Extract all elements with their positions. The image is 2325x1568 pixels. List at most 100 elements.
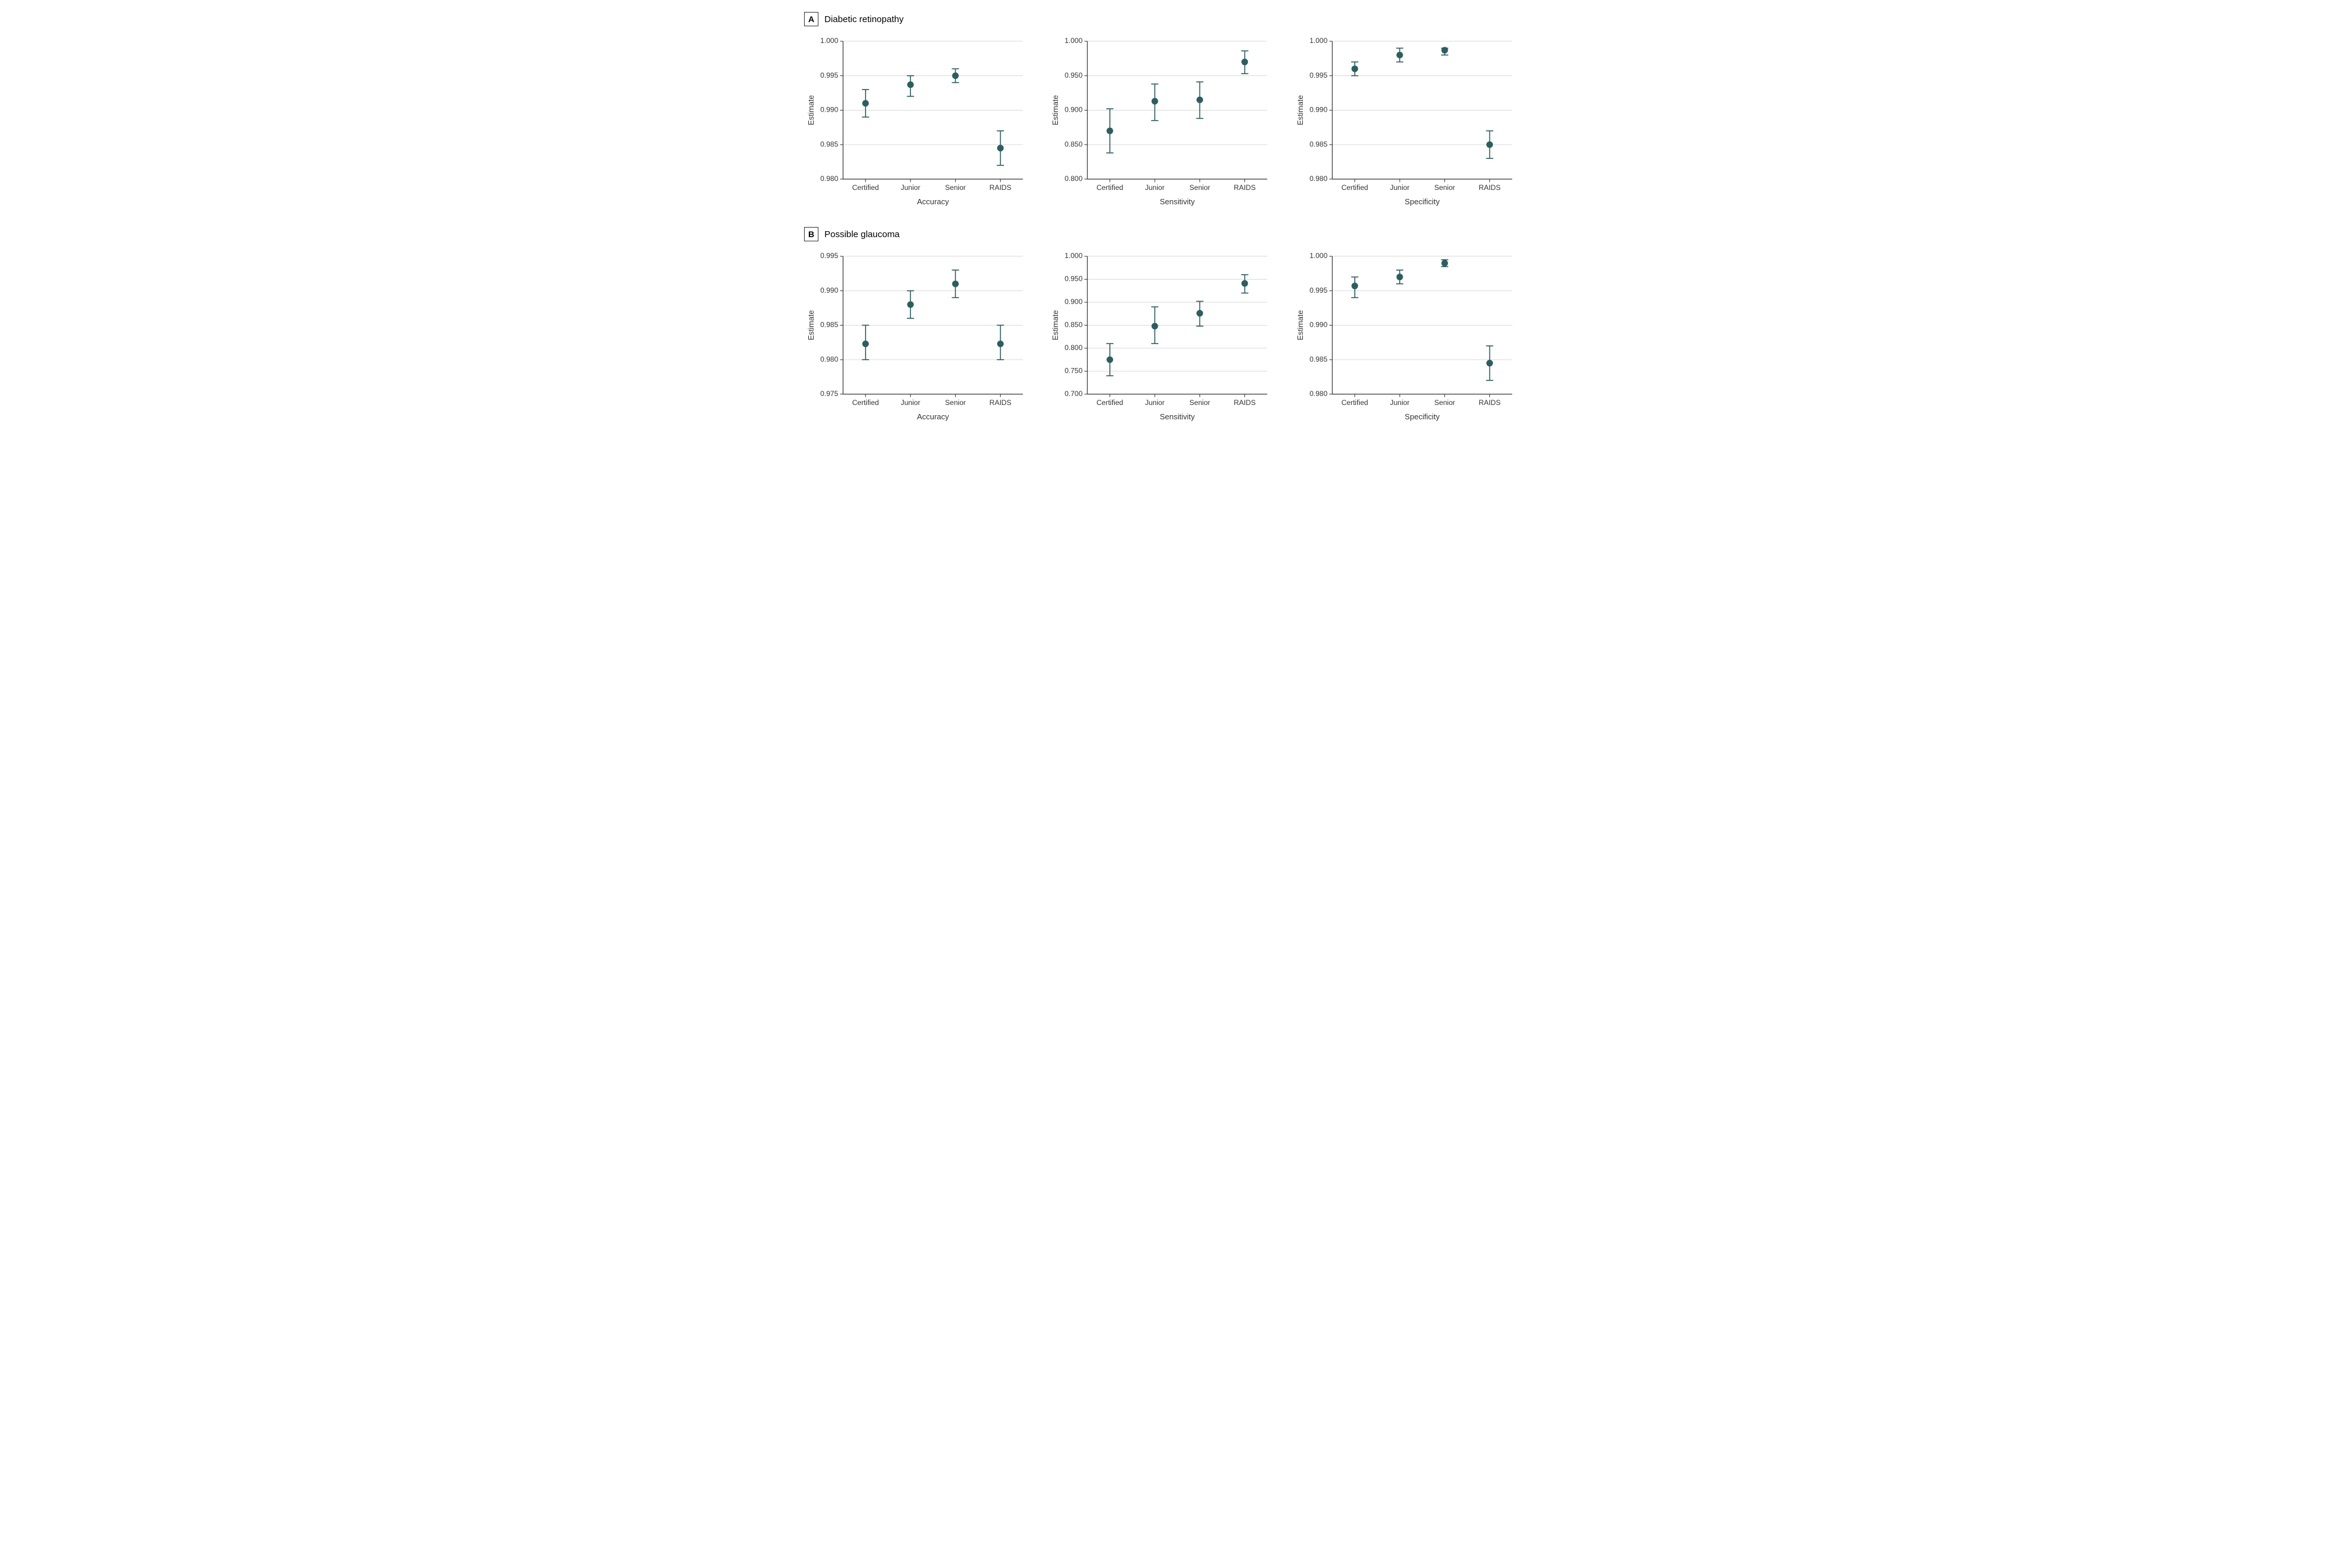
- x-tick-label: RAIDS: [989, 398, 1011, 407]
- data-marker: [1107, 128, 1114, 134]
- panel-header: A Diabetic retinopathy: [804, 12, 1521, 26]
- y-tick-label: 0.900: [1065, 106, 1082, 114]
- x-axis-label: Sensitivity: [1160, 412, 1195, 421]
- y-tick-label: 1.000: [1309, 251, 1327, 260]
- data-marker: [997, 145, 1004, 151]
- data-marker: [1351, 66, 1358, 72]
- data-marker: [1241, 59, 1248, 65]
- data-marker: [862, 100, 869, 106]
- data-marker: [1486, 142, 1493, 148]
- data-marker: [862, 340, 869, 347]
- panel-title: Diabetic retinopathy: [824, 14, 904, 24]
- y-tick-label: 0.985: [1309, 140, 1327, 148]
- y-tick-label: 0.700: [1065, 389, 1082, 398]
- x-tick-label: Senior: [945, 398, 966, 407]
- y-tick-label: 0.990: [1309, 321, 1327, 329]
- data-marker: [997, 340, 1004, 347]
- x-tick-label: Senior: [1434, 398, 1455, 407]
- x-tick-label: Junior: [1390, 398, 1409, 407]
- panel-row: A Diabetic retinopathy 0.980 0.985 0.990 0.99…: [804, 12, 1521, 215]
- chart-svg: 0.7000.7500.8000.8500.9000.9501.000Certi…: [1048, 247, 1276, 427]
- charts-row: 0.975 0.980 0.985 0.990 0.995 Certified Junior…: [804, 247, 1521, 430]
- panel-row: BPossible glaucoma0.9750.9800.9850.9900.…: [804, 227, 1521, 430]
- data-marker: [907, 81, 914, 88]
- chart: 0.975 0.980 0.985 0.990 0.995 Certified Junior…: [804, 247, 1032, 430]
- data-marker: [1152, 323, 1158, 330]
- y-tick-label: 1.000: [1065, 251, 1082, 260]
- y-tick-label: 0.850: [1065, 140, 1082, 148]
- x-tick-label: RAIDS: [1479, 183, 1501, 192]
- x-axis-label: Accuracy: [917, 412, 949, 421]
- x-axis-label: Specificity: [1404, 197, 1440, 206]
- y-tick-label: 0.850: [1065, 321, 1082, 329]
- chart: 0.980 0.985 0.990 0.995 1.000 Certified Junior…: [1293, 247, 1521, 430]
- y-tick-label: 1.000: [820, 36, 838, 45]
- x-tick-label: RAIDS: [1479, 398, 1501, 407]
- data-marker: [1441, 47, 1448, 54]
- data-marker: [1486, 360, 1493, 366]
- y-tick-label: 0.800: [1065, 174, 1082, 183]
- data-marker: [1441, 260, 1448, 266]
- data-marker: [1107, 357, 1114, 363]
- y-axis-label: Estimate: [806, 95, 815, 125]
- x-tick-label: Junior: [901, 183, 921, 192]
- y-tick-label: 0.950: [1065, 275, 1082, 283]
- data-marker: [952, 72, 959, 79]
- x-tick-label: Junior: [901, 398, 921, 407]
- panel-letter: A: [804, 12, 818, 26]
- y-axis-label: Estimate: [1296, 310, 1305, 340]
- x-tick-label: Certified: [1341, 183, 1368, 192]
- data-marker: [1152, 98, 1158, 105]
- y-tick-label: 0.985: [820, 140, 838, 148]
- y-tick-label: 0.980: [820, 355, 838, 363]
- data-marker: [952, 281, 959, 287]
- x-tick-label: Certified: [1097, 183, 1124, 192]
- x-tick-label: Certified: [1341, 398, 1368, 407]
- chart-svg: 0.9800.9850.9900.9951.000CertifiedJunior…: [1293, 32, 1521, 212]
- y-tick-label: 0.980: [820, 174, 838, 183]
- chart: 0.8000.8500.9000.9501.000CertifiedJunior…: [1048, 32, 1276, 215]
- y-tick-label: 0.995: [1309, 286, 1327, 294]
- chart-svg: 0.980 0.985 0.990 0.995 1.000 Certified Junior…: [804, 32, 1032, 212]
- y-tick-label: 0.990: [1309, 106, 1327, 114]
- y-tick-label: 0.980: [1309, 389, 1327, 398]
- x-tick-label: Junior: [1390, 183, 1409, 192]
- charts-row: 0.980 0.985 0.990 0.995 1.000 Certified Junior…: [804, 32, 1521, 215]
- y-tick-label: 0.995: [820, 71, 838, 79]
- data-marker: [1197, 310, 1203, 317]
- panel-letter: B: [804, 227, 818, 241]
- x-tick-label: Certified: [852, 398, 879, 407]
- y-tick-label: 0.750: [1065, 367, 1082, 375]
- x-tick-label: Junior: [1145, 183, 1165, 192]
- y-tick-label: 0.975: [820, 389, 838, 398]
- y-tick-label: 1.000: [1309, 36, 1327, 45]
- y-tick-label: 0.985: [820, 321, 838, 329]
- x-tick-label: Certified: [852, 183, 879, 192]
- y-axis-label: Estimate: [1051, 95, 1060, 125]
- y-tick-label: 0.900: [1065, 297, 1082, 306]
- x-tick-label: RAIDS: [1234, 183, 1256, 192]
- y-tick-label: 1.000: [1065, 36, 1082, 45]
- data-marker: [1396, 52, 1403, 59]
- figure-container: A Diabetic retinopathy 0.980 0.985 0.990 0.99…: [804, 12, 1521, 430]
- data-marker: [1241, 280, 1248, 287]
- y-tick-label: 0.995: [820, 251, 838, 260]
- x-axis-label: Specificity: [1404, 412, 1440, 421]
- data-marker: [907, 301, 914, 308]
- chart-svg: 0.980 0.985 0.990 0.995 1.000 Certified Junior…: [1293, 247, 1521, 427]
- y-axis-label: Estimate: [1296, 95, 1305, 125]
- y-tick-label: 0.990: [820, 106, 838, 114]
- x-tick-label: Senior: [1189, 183, 1210, 192]
- chart: 0.7000.7500.8000.8500.9000.9501.000Certi…: [1048, 247, 1276, 430]
- y-tick-label: 0.800: [1065, 343, 1082, 352]
- x-axis-label: Sensitivity: [1160, 197, 1195, 206]
- chart: 0.980 0.985 0.990 0.995 1.000 Certified Junior…: [804, 32, 1032, 215]
- x-tick-label: RAIDS: [1234, 398, 1256, 407]
- y-tick-label: 0.995: [1309, 71, 1327, 79]
- x-tick-label: RAIDS: [989, 183, 1011, 192]
- x-axis-label: Accuracy: [917, 197, 949, 206]
- y-axis-label: Estimate: [806, 310, 815, 340]
- y-tick-label: 0.990: [820, 286, 838, 294]
- y-tick-label: 0.985: [1309, 355, 1327, 363]
- panel-header: BPossible glaucoma: [804, 227, 1521, 241]
